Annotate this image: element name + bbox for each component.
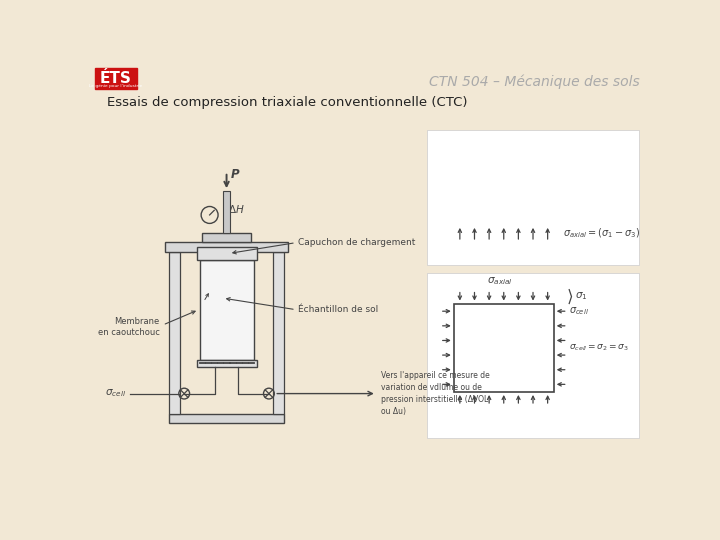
Text: $\sigma_{axial} = (\sigma_1 - \sigma_3)$: $\sigma_{axial} = (\sigma_1 - \sigma_3)$ xyxy=(563,227,640,240)
Text: Le génie pour l'industrie: Le génie pour l'industrie xyxy=(89,84,143,89)
Text: a: a xyxy=(202,354,206,360)
Bar xyxy=(165,242,288,252)
Bar xyxy=(168,414,284,423)
Text: b: b xyxy=(246,260,250,266)
Text: $\sigma_{cell} = \sigma_2 = \sigma_3$: $\sigma_{cell} = \sigma_2 = \sigma_3$ xyxy=(570,342,629,353)
Bar xyxy=(222,191,230,233)
Bar xyxy=(95,68,138,90)
Text: b: b xyxy=(246,354,250,360)
Text: P: P xyxy=(231,168,240,181)
Text: $\sigma_{cell}$: $\sigma_{cell}$ xyxy=(105,388,127,400)
Text: Vers l'appareil ce mesure de
variation de vdlume ou de
pression interstitielle (: Vers l'appareil ce mesure de variation d… xyxy=(381,372,490,416)
Bar xyxy=(199,260,253,360)
Bar xyxy=(197,247,256,260)
Bar xyxy=(197,360,256,367)
Bar xyxy=(427,130,639,265)
Bar xyxy=(168,252,180,414)
Text: CTN 504 – Mécanique des sols: CTN 504 – Mécanique des sols xyxy=(429,74,640,89)
Text: $\sigma_{cell}$: $\sigma_{cell}$ xyxy=(570,305,589,317)
Text: Capuchon de chargement: Capuchon de chargement xyxy=(298,238,415,247)
Bar xyxy=(427,273,639,438)
Text: $\Delta H$: $\Delta H$ xyxy=(228,203,245,215)
Text: a: a xyxy=(202,260,206,266)
Bar xyxy=(454,303,554,392)
Text: ÉTS: ÉTS xyxy=(100,71,132,86)
Text: Essais de compression triaxiale conventionnelle (CTC): Essais de compression triaxiale conventi… xyxy=(107,96,468,109)
Text: $\sigma_{axial}$: $\sigma_{axial}$ xyxy=(487,275,513,287)
Text: Membrane
en caoutchouc: Membrane en caoutchouc xyxy=(98,316,160,336)
Bar xyxy=(273,252,284,414)
Text: Échantillon de sol: Échantillon de sol xyxy=(298,305,379,314)
Bar xyxy=(202,233,251,242)
Text: $\sigma_1$: $\sigma_1$ xyxy=(575,291,587,302)
